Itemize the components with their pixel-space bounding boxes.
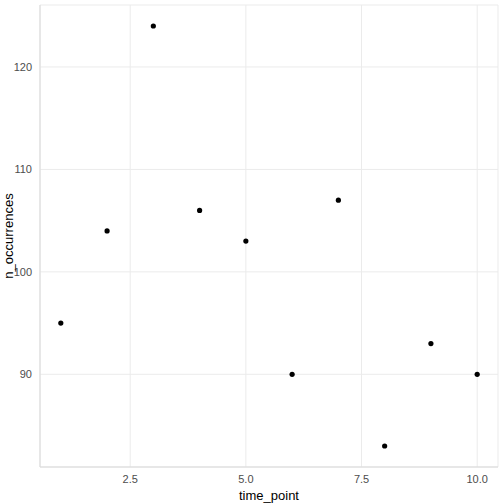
svg-text:5.0: 5.0	[238, 473, 253, 485]
svg-text:2.5: 2.5	[123, 473, 138, 485]
svg-text:120: 120	[14, 61, 32, 73]
svg-text:n_occurrences: n_occurrences	[8, 193, 16, 279]
svg-text:time_point: time_point	[239, 488, 299, 503]
svg-text:100: 100	[14, 266, 32, 278]
svg-text:7.5: 7.5	[354, 473, 369, 485]
svg-text:10.0: 10.0	[466, 473, 487, 485]
svg-text:110: 110	[14, 163, 32, 175]
svg-text:90: 90	[20, 368, 32, 380]
